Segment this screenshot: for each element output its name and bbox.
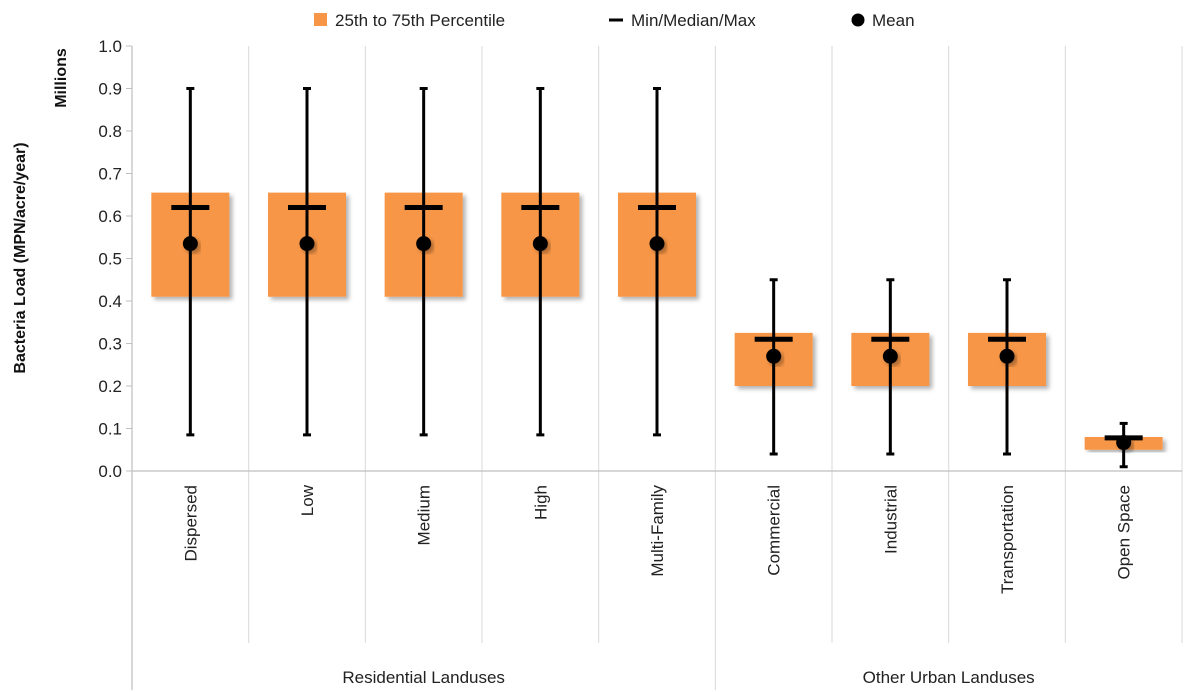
axes: [131, 46, 1182, 690]
box-group-high: [501, 87, 580, 437]
mean-marker: [182, 236, 198, 252]
category-label: Medium: [415, 485, 434, 545]
category-labels: Dispersed Low Medium High Multi-Family Commer…: [181, 484, 1133, 594]
mean-marker: [532, 236, 548, 252]
y-tick-label: 0.1: [98, 420, 122, 439]
box-group-open-space: [1084, 421, 1163, 469]
y-tick-label: 0.2: [98, 377, 122, 396]
group-label: Other Urban Landuses: [863, 668, 1035, 687]
y-axis-unit-label: Millions: [53, 48, 70, 108]
y-tick-label: 0.7: [98, 165, 122, 184]
legend: 25th to 75th Percentile Min/Median/Max M…: [314, 11, 915, 30]
category-label: Low: [298, 484, 317, 516]
category-label: High: [531, 485, 550, 520]
y-tick-label: 0.5: [98, 250, 122, 269]
category-label: Commercial: [765, 485, 784, 576]
legend-label-mean: Mean: [872, 11, 915, 30]
category-separators: [248, 46, 1183, 690]
y-tick-label: 0.9: [98, 80, 122, 99]
mean-marker: [766, 348, 782, 364]
y-tick-label: 0.6: [98, 207, 122, 226]
category-label: Transportation: [998, 485, 1017, 594]
y-tick-labels: 0.0 0.1 0.2 0.3 0.4 0.5 0.6 0.7 0.8 0.9 1.0: [98, 37, 132, 481]
group-labels: Residential Landuses Other Urban Landuses: [342, 668, 1034, 687]
y-axis-title: Bacteria Load (MPN/acre/year): [12, 142, 29, 373]
category-label: Multi-Family: [648, 485, 667, 577]
group-label: Residential Landuses: [342, 668, 505, 687]
category-label: Dispersed: [181, 485, 200, 562]
y-tick-label: 1.0: [98, 37, 122, 56]
legend-label-min-median-max: Min/Median/Max: [631, 11, 756, 30]
legend-box-swatch: [314, 13, 327, 26]
legend-dot-swatch: [851, 13, 865, 27]
category-label: Industrial: [881, 485, 900, 554]
y-tick-label: 0.3: [98, 335, 122, 354]
y-tick-label: 0.4: [98, 292, 122, 311]
box-group-dispersed: [151, 87, 230, 437]
box-group-low: [268, 87, 346, 437]
box-group-industrial: [851, 278, 930, 456]
legend-label-percentile: 25th to 75th Percentile: [335, 11, 505, 30]
boxes: [151, 87, 1163, 469]
mean-marker: [416, 236, 432, 252]
y-tick-label: 0.0: [98, 462, 122, 481]
box-group-transportation: [968, 278, 1046, 456]
category-label: Open Space: [1115, 485, 1134, 580]
mean-marker: [999, 348, 1015, 364]
box-group-multi-family: [618, 87, 696, 437]
box-group-medium: [384, 87, 463, 437]
mean-marker: [649, 236, 665, 252]
mean-marker: [882, 348, 898, 364]
mean-marker: [299, 236, 315, 252]
mean-marker: [1116, 435, 1132, 451]
box-group-commercial: [734, 278, 813, 456]
y-tick-label: 0.8: [98, 122, 122, 141]
